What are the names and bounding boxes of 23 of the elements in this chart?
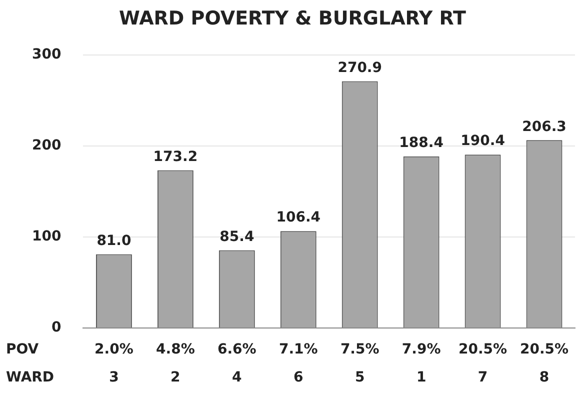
data-label: 188.4 [399, 135, 444, 152]
data-label: 190.4 [460, 133, 506, 150]
data-label: 85.4 [220, 228, 254, 245]
x-tick-label: 20.5% 8 [520, 342, 569, 386]
y-tick-label: 0 [51, 320, 62, 336]
x-tick-label: 20.5% 7 [458, 342, 508, 386]
x-tick-label: 2.0% 3 [94, 342, 134, 386]
data-label: 106.4 [276, 210, 321, 226]
chart-title: WARD POVERTY & BURGLARY RT [118, 7, 466, 30]
x-tick-label: 6.6% 4 [217, 342, 256, 386]
y-tick-label: 200 [32, 138, 62, 154]
text: WARD [6, 370, 54, 386]
y-tick-label: 100 [32, 228, 62, 245]
x-tick-label: 4.8% 2 [156, 342, 195, 386]
y-tick-label: 300 [32, 46, 62, 62]
x-tick-label: 7.1% 6 [278, 342, 318, 386]
data-label: 173.2 [153, 148, 198, 165]
x-tick-label: 7.5% 5 [340, 342, 380, 386]
data-label: 270.9 [338, 60, 382, 76]
x-tick-label: 7.9% 1 [402, 342, 441, 386]
data-label: 81.0 [96, 232, 132, 249]
text: POV [6, 342, 39, 358]
data-label: 206.3 [522, 118, 566, 135]
